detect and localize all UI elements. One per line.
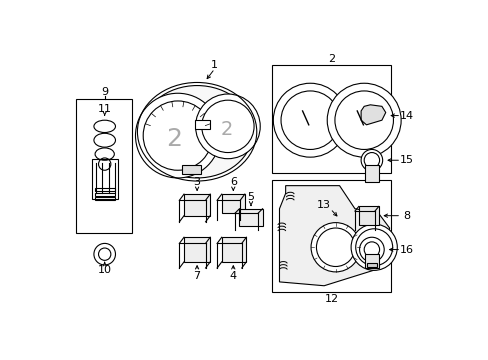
Text: 7: 7: [193, 271, 200, 281]
Bar: [364, 254, 378, 268]
Bar: [95, 193, 115, 195]
Circle shape: [195, 94, 260, 159]
Text: 9: 9: [101, 87, 108, 98]
Text: 16: 16: [399, 244, 413, 255]
Text: 2: 2: [327, 54, 335, 64]
Ellipse shape: [141, 86, 252, 178]
Text: 5: 5: [247, 192, 254, 202]
Bar: [221, 237, 246, 262]
Circle shape: [326, 83, 400, 157]
Bar: [358, 206, 378, 225]
Text: 2: 2: [220, 120, 232, 139]
Bar: [183, 237, 210, 262]
Text: 6: 6: [229, 177, 236, 187]
Text: 4: 4: [229, 271, 236, 281]
Bar: [364, 165, 378, 182]
Bar: [239, 209, 262, 226]
Bar: [271, 65, 390, 172]
Text: 10: 10: [98, 265, 111, 275]
Bar: [366, 263, 376, 267]
Text: 12: 12: [324, 294, 338, 304]
Bar: [183, 194, 210, 216]
Bar: [221, 194, 244, 213]
Bar: [271, 180, 390, 292]
Bar: [76, 99, 132, 233]
Bar: [194, 120, 210, 130]
Bar: [95, 188, 115, 191]
Text: 11: 11: [98, 104, 111, 114]
Polygon shape: [360, 105, 385, 125]
Circle shape: [273, 83, 346, 157]
Text: 3: 3: [193, 177, 200, 187]
Circle shape: [360, 149, 382, 171]
Text: 15: 15: [399, 155, 413, 165]
Circle shape: [359, 237, 384, 262]
Text: 1: 1: [211, 60, 218, 70]
Text: 8: 8: [402, 211, 409, 221]
Circle shape: [310, 222, 360, 272]
Text: 14: 14: [399, 111, 413, 121]
Circle shape: [135, 93, 220, 178]
Bar: [91, 159, 118, 199]
Bar: [182, 165, 201, 174]
Text: 2: 2: [165, 127, 182, 152]
Text: 13: 13: [317, 200, 330, 210]
Bar: [95, 197, 115, 200]
Circle shape: [350, 224, 396, 270]
Polygon shape: [279, 186, 389, 286]
